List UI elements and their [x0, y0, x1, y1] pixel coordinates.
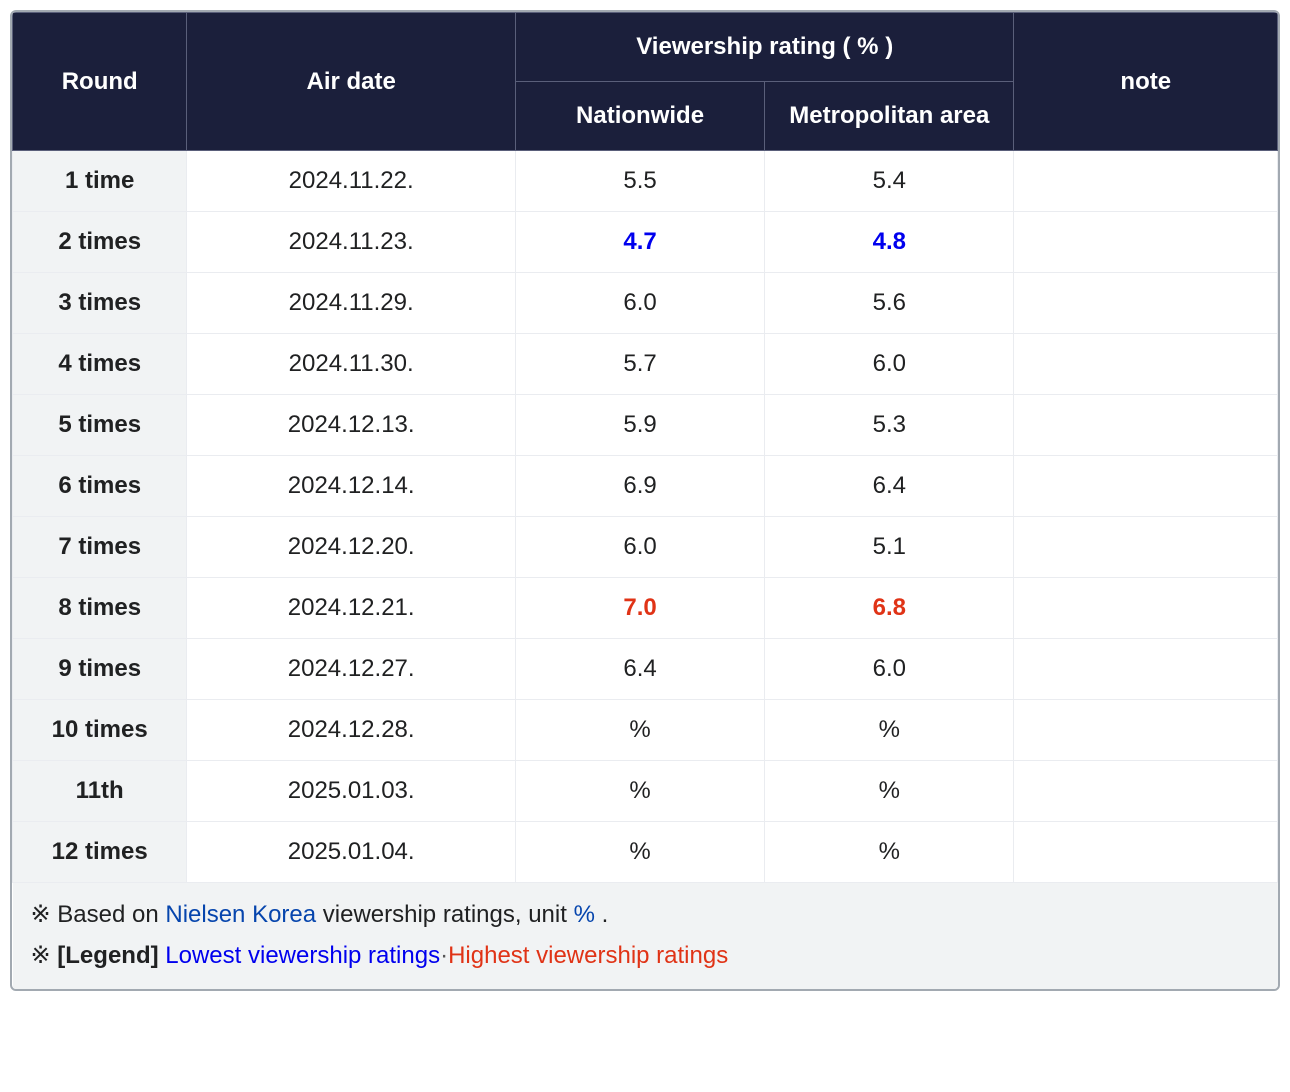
header-metro: Metropolitan area [765, 82, 1014, 151]
row-nationwide: % [515, 700, 764, 761]
table-row: 3 times2024.11.29.6.05.6 [13, 273, 1278, 334]
row-metro: 5.3 [765, 395, 1014, 456]
row-note [1014, 639, 1278, 700]
row-note [1014, 334, 1278, 395]
table-footer: ※ Based on Nielsen Korea viewership rati… [13, 883, 1278, 989]
row-nationwide: 6.4 [515, 639, 764, 700]
row-nationwide: 4.7 [515, 212, 764, 273]
row-round: 5 times [13, 395, 187, 456]
footer-text: viewership ratings, unit [316, 901, 573, 928]
row-note [1014, 395, 1278, 456]
row-round: 7 times [13, 517, 187, 578]
row-round: 11th [13, 761, 187, 822]
row-metro: 5.6 [765, 273, 1014, 334]
row-air-date: 2024.12.27. [187, 639, 516, 700]
table-header: Round Air date Viewership rating ( % ) n… [13, 13, 1278, 151]
row-metro: 5.1 [765, 517, 1014, 578]
row-air-date: 2025.01.04. [187, 822, 516, 883]
row-round: 8 times [13, 578, 187, 639]
row-round: 1 time [13, 151, 187, 212]
row-nationwide: 6.0 [515, 273, 764, 334]
footer-text: ※ Based on [31, 901, 166, 928]
row-round: 12 times [13, 822, 187, 883]
row-nationwide: % [515, 761, 764, 822]
footer-source-line: ※ Based on Nielsen Korea viewership rati… [31, 895, 1260, 936]
row-metro: % [765, 700, 1014, 761]
row-air-date: 2024.12.14. [187, 456, 516, 517]
footer-text: ※ [31, 942, 58, 969]
row-air-date: 2024.12.28. [187, 700, 516, 761]
table-row: 7 times2024.12.20.6.05.1 [13, 517, 1278, 578]
row-metro: 5.4 [765, 151, 1014, 212]
legend-label: [Legend] [57, 942, 158, 969]
table-row: 5 times2024.12.13.5.95.3 [13, 395, 1278, 456]
legend-highest: Highest viewership ratings [448, 942, 728, 969]
header-air-date: Air date [187, 13, 516, 151]
row-note [1014, 700, 1278, 761]
row-round: 10 times [13, 700, 187, 761]
row-note [1014, 212, 1278, 273]
row-note [1014, 761, 1278, 822]
row-metro: 6.4 [765, 456, 1014, 517]
row-metro: % [765, 822, 1014, 883]
row-air-date: 2024.11.23. [187, 212, 516, 273]
row-note [1014, 456, 1278, 517]
table-body: 1 time2024.11.22.5.55.42 times2024.11.23… [13, 151, 1278, 883]
nielsen-korea-link[interactable]: Nielsen Korea [165, 901, 316, 928]
row-round: 3 times [13, 273, 187, 334]
row-air-date: 2024.11.22. [187, 151, 516, 212]
footer-text: . [595, 901, 608, 928]
ratings-table-container: Round Air date Viewership rating ( % ) n… [10, 10, 1280, 991]
row-nationwide: 5.5 [515, 151, 764, 212]
legend-separator: · [440, 942, 448, 969]
ratings-table: Round Air date Viewership rating ( % ) n… [12, 12, 1278, 989]
row-metro: 4.8 [765, 212, 1014, 273]
row-round: 6 times [13, 456, 187, 517]
row-metro: 6.8 [765, 578, 1014, 639]
row-air-date: 2024.12.13. [187, 395, 516, 456]
table-row: 4 times2024.11.30.5.76.0 [13, 334, 1278, 395]
row-air-date: 2025.01.03. [187, 761, 516, 822]
table-row: 2 times2024.11.23.4.74.8 [13, 212, 1278, 273]
row-nationwide: 6.9 [515, 456, 764, 517]
row-air-date: 2024.12.20. [187, 517, 516, 578]
row-metro: 6.0 [765, 334, 1014, 395]
row-air-date: 2024.11.30. [187, 334, 516, 395]
table-row: 1 time2024.11.22.5.55.4 [13, 151, 1278, 212]
percent-unit-link[interactable]: % [574, 901, 595, 928]
row-metro: 6.0 [765, 639, 1014, 700]
table-row: 8 times2024.12.21.7.06.8 [13, 578, 1278, 639]
row-nationwide: % [515, 822, 764, 883]
row-round: 4 times [13, 334, 187, 395]
table-row: 9 times2024.12.27.6.46.0 [13, 639, 1278, 700]
row-round: 9 times [13, 639, 187, 700]
row-note [1014, 517, 1278, 578]
header-note: note [1014, 13, 1278, 151]
row-metro: % [765, 761, 1014, 822]
row-note [1014, 151, 1278, 212]
header-nationwide: Nationwide [515, 82, 764, 151]
row-round: 2 times [13, 212, 187, 273]
row-note [1014, 822, 1278, 883]
row-nationwide: 5.7 [515, 334, 764, 395]
row-note [1014, 578, 1278, 639]
header-viewership-group: Viewership rating ( % ) [515, 13, 1014, 82]
header-round: Round [13, 13, 187, 151]
table-row: 11th2025.01.03.%% [13, 761, 1278, 822]
row-note [1014, 273, 1278, 334]
row-air-date: 2024.11.29. [187, 273, 516, 334]
row-nationwide: 5.9 [515, 395, 764, 456]
row-air-date: 2024.12.21. [187, 578, 516, 639]
legend-lowest: Lowest viewership ratings [165, 942, 440, 969]
table-row: 6 times2024.12.14.6.96.4 [13, 456, 1278, 517]
row-nationwide: 6.0 [515, 517, 764, 578]
table-row: 12 times2025.01.04.%% [13, 822, 1278, 883]
footer-legend-line: ※ [Legend] Lowest viewership ratings·Hig… [31, 936, 1260, 977]
table-row: 10 times2024.12.28.%% [13, 700, 1278, 761]
row-nationwide: 7.0 [515, 578, 764, 639]
